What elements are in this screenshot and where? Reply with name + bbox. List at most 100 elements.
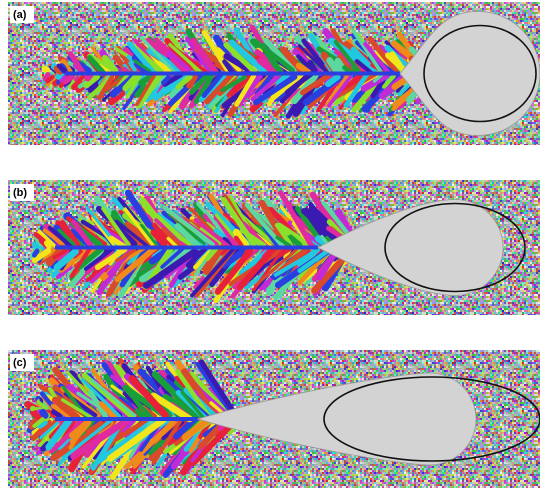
grain	[62, 74, 75, 85]
weld-pool	[399, 11, 540, 136]
panel: (b)	[8, 180, 540, 315]
grain	[233, 235, 244, 248]
grain	[44, 418, 59, 433]
grain	[51, 408, 62, 418]
grain	[107, 419, 148, 445]
grain	[115, 248, 137, 263]
grain	[354, 59, 374, 76]
grain	[70, 417, 131, 460]
grain	[186, 73, 198, 89]
grain	[296, 247, 320, 267]
grain	[190, 37, 219, 76]
grain	[363, 41, 390, 73]
grain	[274, 222, 294, 249]
label-box	[10, 184, 34, 201]
grain	[220, 247, 248, 269]
grain	[339, 70, 366, 96]
grain	[135, 408, 147, 421]
grain	[151, 418, 183, 465]
grain	[32, 410, 43, 419]
grain	[30, 417, 39, 424]
grain	[190, 247, 236, 298]
grain	[58, 248, 89, 273]
grain	[120, 418, 137, 435]
label-box	[10, 354, 34, 371]
grain	[135, 72, 157, 107]
grain	[205, 245, 220, 262]
grain	[76, 245, 106, 270]
grain	[214, 247, 254, 295]
grain	[128, 375, 169, 419]
grain	[37, 229, 57, 248]
grain	[124, 419, 176, 470]
grain	[287, 234, 303, 248]
grain	[133, 59, 152, 73]
grain	[53, 248, 79, 271]
grain	[223, 53, 255, 75]
grain	[45, 417, 73, 451]
grain	[69, 245, 93, 279]
grain	[175, 368, 211, 418]
grain	[180, 390, 205, 420]
grain	[142, 247, 200, 289]
panel: (a)	[8, 2, 540, 145]
grain	[193, 218, 232, 249]
grain	[41, 65, 51, 74]
grain	[32, 417, 45, 429]
grain	[193, 72, 215, 105]
grain	[106, 416, 168, 462]
grain	[173, 416, 197, 440]
grain	[61, 418, 113, 460]
panel-label: (a)	[13, 9, 27, 21]
grain	[59, 219, 81, 247]
grain	[170, 57, 188, 75]
grain	[325, 73, 341, 88]
panel-label: (c)	[13, 357, 27, 369]
grain	[299, 73, 331, 96]
grain	[343, 73, 369, 108]
grains	[24, 357, 540, 480]
grain	[162, 205, 215, 247]
grain	[174, 223, 203, 251]
grain	[128, 61, 137, 72]
grain	[114, 219, 151, 249]
grain	[297, 44, 329, 75]
grain	[83, 73, 100, 89]
grain	[101, 206, 131, 247]
grain	[185, 245, 208, 268]
grain	[57, 228, 76, 247]
grain	[71, 70, 91, 91]
grain	[253, 73, 298, 106]
melt-contour	[423, 24, 537, 123]
grain	[123, 207, 156, 248]
grain	[204, 71, 235, 105]
grain	[43, 240, 52, 250]
grain	[151, 371, 200, 420]
grain	[381, 74, 396, 89]
grain	[39, 421, 60, 440]
grain	[161, 74, 172, 86]
grain	[295, 62, 312, 76]
weld-pool	[196, 372, 477, 466]
grain	[59, 73, 68, 83]
grain	[56, 63, 68, 74]
grain	[50, 403, 75, 421]
grain	[185, 36, 212, 74]
grain	[326, 57, 342, 77]
grain	[284, 71, 315, 95]
grain	[56, 248, 73, 262]
grain	[88, 390, 110, 422]
grain	[202, 244, 226, 275]
grain	[256, 57, 277, 76]
grain	[150, 392, 193, 423]
grain	[220, 75, 247, 93]
grain	[138, 73, 155, 86]
grain	[90, 378, 137, 418]
grain	[86, 55, 106, 76]
grain	[260, 43, 284, 77]
grain	[222, 59, 235, 76]
melt-contour	[323, 376, 540, 462]
grain	[31, 241, 40, 250]
grain	[307, 59, 318, 73]
grain	[175, 74, 193, 90]
